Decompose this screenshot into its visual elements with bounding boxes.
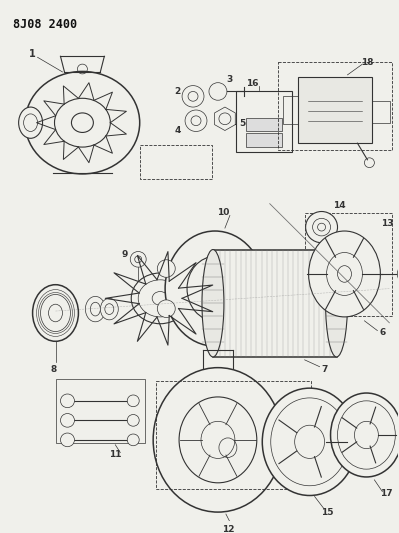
Ellipse shape — [201, 421, 235, 458]
Ellipse shape — [152, 292, 168, 305]
Ellipse shape — [33, 285, 79, 341]
Circle shape — [127, 415, 139, 426]
Circle shape — [191, 116, 201, 126]
Text: 3: 3 — [227, 75, 233, 84]
Bar — [246, 118, 282, 132]
Bar — [236, 92, 292, 152]
Text: 5: 5 — [240, 119, 246, 128]
Text: 16: 16 — [245, 79, 258, 88]
Text: 14: 14 — [333, 201, 346, 210]
Text: 11: 11 — [109, 450, 122, 459]
Bar — [278, 62, 392, 150]
Bar — [156, 381, 310, 489]
Ellipse shape — [202, 249, 224, 357]
Text: 8: 8 — [50, 365, 57, 374]
Ellipse shape — [308, 231, 380, 317]
Ellipse shape — [187, 256, 243, 321]
Ellipse shape — [41, 294, 71, 332]
Ellipse shape — [326, 249, 348, 357]
Circle shape — [209, 83, 227, 100]
Ellipse shape — [138, 280, 182, 317]
Text: 15: 15 — [321, 507, 334, 516]
Circle shape — [255, 260, 273, 277]
Ellipse shape — [25, 71, 140, 174]
Circle shape — [185, 110, 207, 132]
Bar — [304, 213, 392, 316]
Ellipse shape — [100, 298, 118, 320]
Ellipse shape — [165, 231, 265, 346]
Ellipse shape — [338, 265, 352, 282]
Ellipse shape — [24, 114, 38, 132]
Text: 2: 2 — [174, 87, 180, 96]
Circle shape — [312, 219, 330, 236]
Ellipse shape — [262, 388, 357, 496]
Circle shape — [61, 433, 75, 447]
Ellipse shape — [19, 107, 43, 138]
Ellipse shape — [330, 393, 399, 477]
Circle shape — [61, 414, 75, 427]
Ellipse shape — [179, 397, 257, 483]
Ellipse shape — [85, 296, 105, 322]
Bar — [246, 133, 282, 147]
Text: 12: 12 — [222, 525, 234, 533]
Circle shape — [61, 394, 75, 408]
Ellipse shape — [354, 421, 378, 449]
Text: 9: 9 — [121, 250, 127, 259]
Circle shape — [255, 300, 273, 318]
Text: 1: 1 — [29, 50, 36, 59]
Bar — [55, 379, 145, 443]
Ellipse shape — [49, 304, 63, 322]
Bar — [140, 145, 212, 179]
Text: 7: 7 — [321, 365, 328, 374]
Circle shape — [127, 395, 139, 407]
Text: 13: 13 — [381, 219, 393, 228]
Circle shape — [219, 113, 231, 125]
Ellipse shape — [326, 253, 362, 295]
Text: 17: 17 — [380, 489, 393, 498]
Circle shape — [157, 300, 175, 318]
Circle shape — [182, 86, 204, 107]
Ellipse shape — [204, 276, 226, 301]
Bar — [298, 77, 372, 143]
Ellipse shape — [71, 113, 93, 132]
Circle shape — [127, 434, 139, 446]
Circle shape — [306, 212, 338, 243]
Circle shape — [188, 92, 198, 101]
Text: 18: 18 — [361, 58, 373, 67]
Ellipse shape — [295, 425, 324, 458]
Bar — [372, 101, 390, 123]
Ellipse shape — [55, 98, 110, 147]
Ellipse shape — [153, 368, 283, 512]
Circle shape — [157, 260, 175, 277]
Text: 6: 6 — [379, 328, 385, 337]
Text: 8J08 2400: 8J08 2400 — [13, 18, 77, 31]
Bar — [283, 96, 298, 124]
Circle shape — [130, 252, 146, 267]
Ellipse shape — [397, 265, 399, 282]
Bar — [213, 249, 336, 357]
Text: 10: 10 — [217, 208, 229, 217]
Text: 4: 4 — [175, 126, 181, 135]
